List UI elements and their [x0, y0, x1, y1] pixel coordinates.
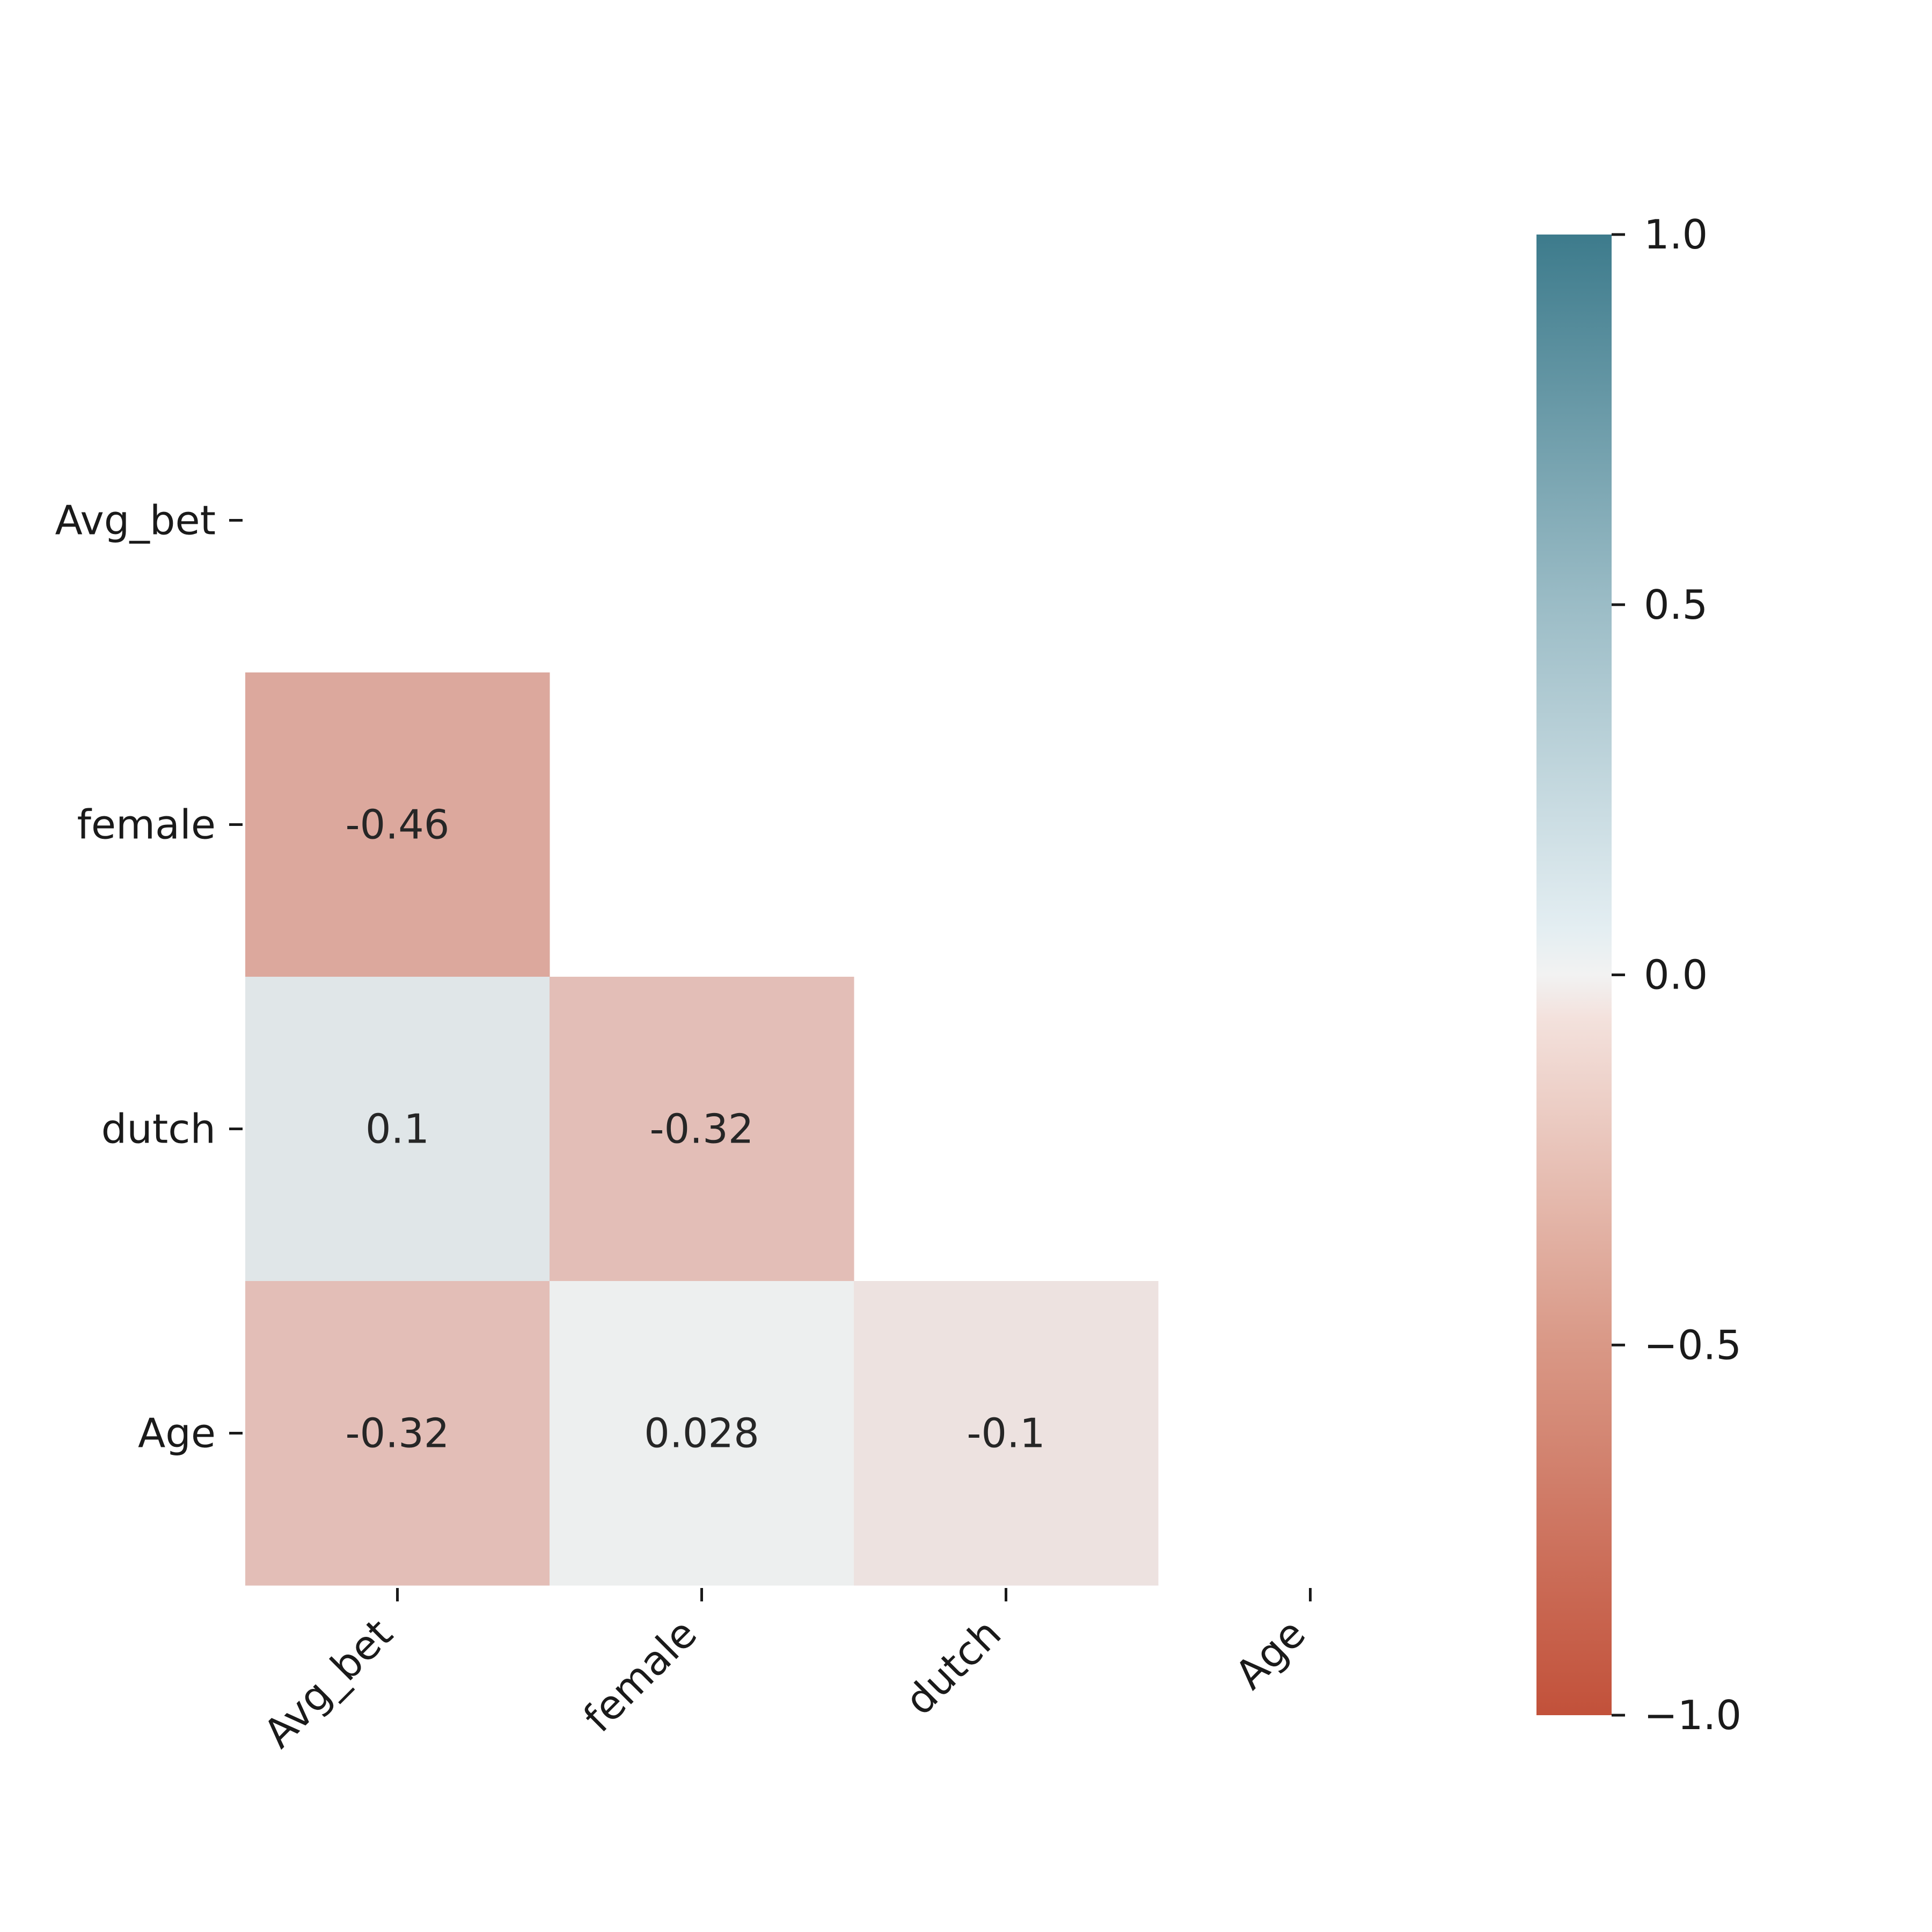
x-axis: Avg_bet female dutch Age	[254, 1588, 1314, 1757]
heatmap-cell-label: -0.1	[967, 1410, 1045, 1457]
heatmap-cell-dutch-avg_bet	[245, 977, 550, 1282]
colorbar-tick-label: −1.0	[1644, 1692, 1741, 1739]
heatmap-cell-label: -0.32	[345, 1410, 449, 1457]
heatmap-cell-label: 0.028	[644, 1410, 759, 1457]
heatmap-cell-age-avg_bet	[245, 1281, 550, 1586]
heatmap-cell-dutch-female	[550, 977, 854, 1282]
y-axis-tick-label: female	[77, 801, 216, 848]
heatmap-cell-label: -0.46	[345, 801, 449, 848]
heatmap-cell-age-female	[550, 1281, 854, 1586]
colorbar-gradient	[1536, 235, 1612, 1715]
heatmap-cell-label: -0.32	[649, 1106, 753, 1153]
heatmap-cells	[245, 672, 1159, 1586]
x-axis-tick-label: Age	[1226, 1610, 1314, 1699]
x-axis-tick-label: dutch	[896, 1610, 1010, 1724]
heatmap-cell-labels: -0.46 0.1 -0.32 -0.32 0.028 -0.1	[345, 801, 1045, 1457]
colorbar-tick-label: 1.0	[1644, 211, 1708, 258]
heatmap-cell-label: 0.1	[365, 1106, 429, 1153]
x-axis-tick-label: female	[574, 1610, 706, 1741]
heatmap-cell-female-avg_bet	[245, 672, 550, 977]
colorbar-tick-label: 0.5	[1644, 581, 1708, 628]
colorbar-tick-label: 0.0	[1644, 952, 1708, 999]
y-axis-tick-label: dutch	[101, 1106, 216, 1153]
y-axis-tick-label: Age	[138, 1410, 216, 1457]
colorbar: 1.0 0.5 0.0 −0.5 −1.0	[1536, 211, 1741, 1739]
y-axis-tick-label: Avg_bet	[55, 497, 216, 544]
heatmap-cell-age-dutch	[854, 1281, 1159, 1586]
colorbar-tick-label: −0.5	[1644, 1321, 1741, 1368]
x-axis-tick-label: Avg_bet	[254, 1610, 401, 1757]
